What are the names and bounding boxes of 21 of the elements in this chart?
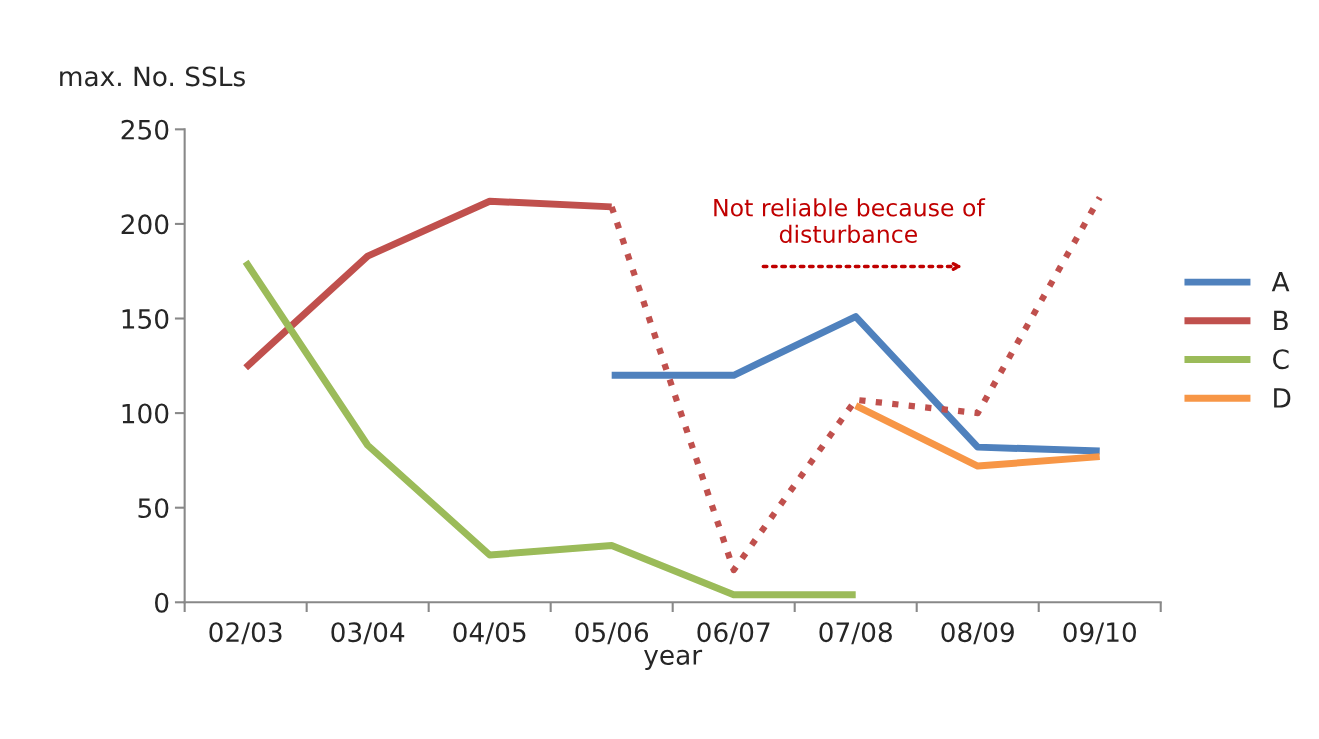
x-tick-label: 02/03 — [209, 622, 282, 645]
x-tick-label: 06/07 — [697, 622, 770, 645]
y-tick-label: 150 — [122, 308, 169, 329]
x-tick-label: 05/06 — [575, 622, 649, 645]
y-tick-label: 250 — [121, 119, 169, 140]
annotation: Not reliable because of disturbance — [714, 198, 986, 243]
y-tick-label: 0 — [155, 592, 169, 613]
x-axis-title: year — [644, 649, 703, 671]
x-tick-label: 03/04 — [331, 622, 405, 645]
y-tick-label: 50 — [138, 498, 169, 519]
x-tick-label: 07/08 — [819, 622, 892, 645]
x-tick-label: 04/05 — [453, 622, 526, 645]
y-tick-label: 200 — [121, 214, 169, 235]
legend-label: B — [1274, 310, 1288, 331]
legend-label: C — [1273, 349, 1289, 370]
y-tick-label: 100 — [122, 403, 169, 424]
x-tick-label: 08/09 — [941, 622, 1014, 645]
x-tick-label: 09/10 — [1063, 622, 1136, 645]
legend-label: A — [1271, 272, 1290, 292]
legend-label: D — [1274, 388, 1291, 408]
y-axis-title: max. No. SSLs — [60, 66, 245, 87]
